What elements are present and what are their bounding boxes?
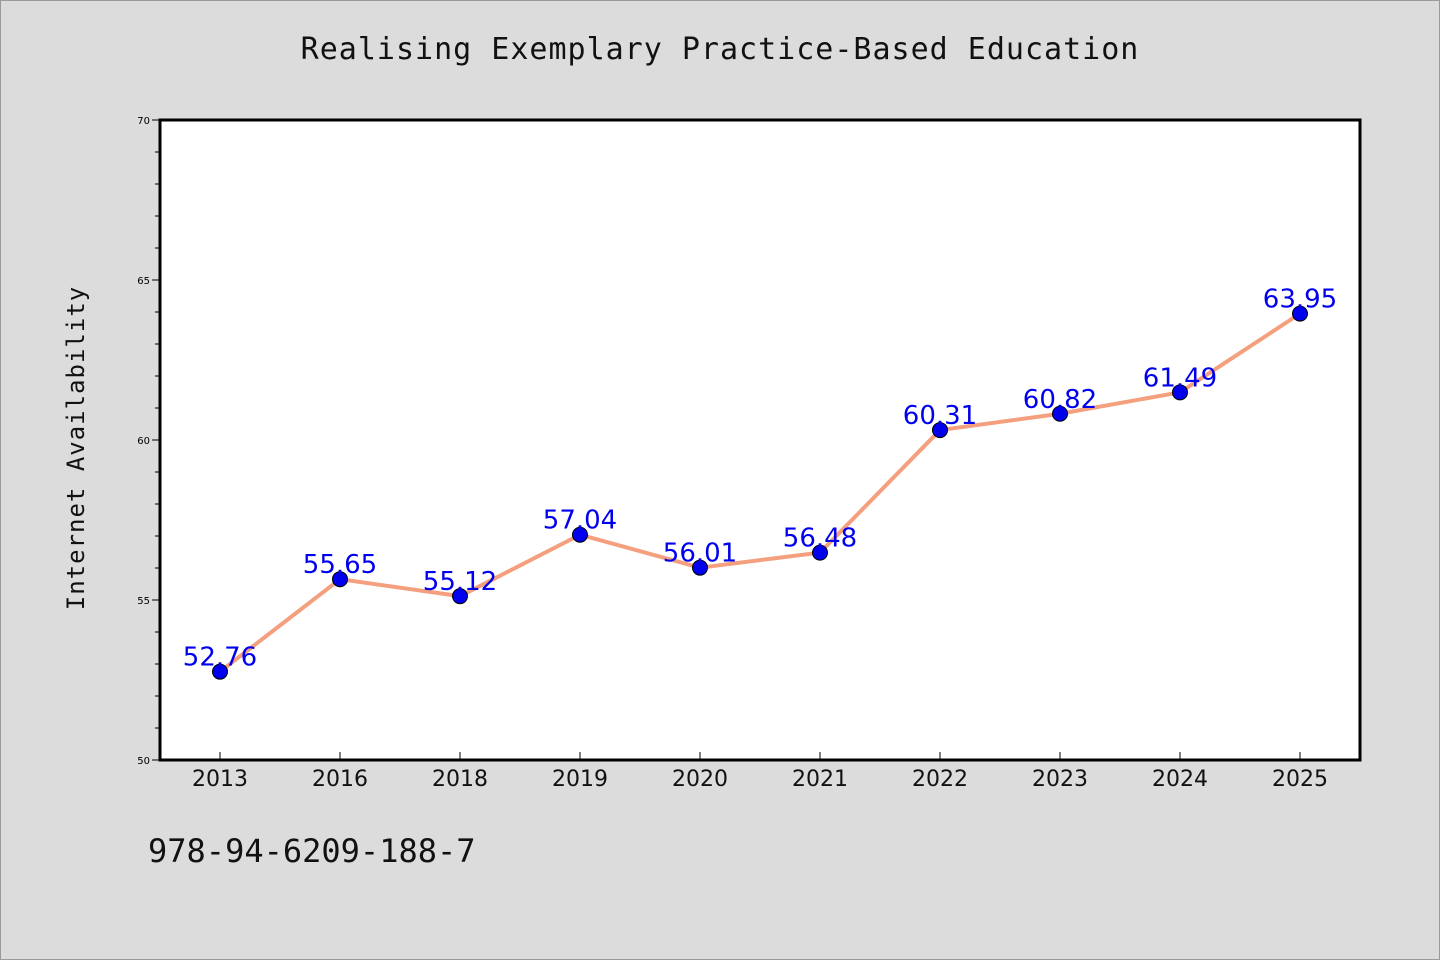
series-layer: 52.76 55.65 55.12 57.04 56.01 56.48 60.31 60.82…: [183, 285, 1337, 680]
x-tick-label: 2022: [912, 767, 968, 792]
data-label: 60.31: [903, 401, 977, 431]
data-point: [452, 588, 468, 605]
x-tick-label: 2020: [672, 767, 728, 792]
data-label: 55.12: [423, 567, 497, 597]
series-line: [218, 311, 1302, 674]
data-label: 61.49: [1143, 363, 1217, 393]
x-tick-label: 2019: [552, 767, 608, 792]
data-label: 57.04: [543, 506, 617, 536]
data-point: [572, 526, 588, 543]
data-point: [932, 422, 948, 439]
data-point: [212, 663, 228, 680]
x-axis: 2013 2016 2018 2019 2020 2021 2022 2023 2024 2025: [192, 752, 1328, 792]
plot-area: [158, 118, 1362, 762]
x-tick-label: 2021: [792, 767, 848, 792]
data-label: 63.95: [1263, 285, 1337, 315]
data-label: 55.65: [303, 550, 377, 580]
y-tick-label: 65: [137, 276, 150, 287]
data-point: [332, 571, 348, 588]
y-axis: 50 55 60 65 70: [137, 116, 160, 767]
data-point: [1052, 405, 1068, 422]
data-point: [1292, 305, 1308, 322]
x-tick-label: 2016: [312, 767, 368, 792]
data-point: [812, 544, 828, 561]
data-label: 60.82: [1023, 385, 1097, 415]
y-tick-label: 60: [137, 436, 150, 447]
data-point: [692, 559, 708, 576]
data-label: 52.76: [183, 643, 257, 673]
x-tick-label: 2024: [1152, 767, 1208, 792]
y-tick-label: 55: [137, 596, 150, 607]
data-label: 56.48: [783, 524, 857, 554]
y-tick-label: 70: [137, 116, 150, 127]
data-point: [1172, 384, 1188, 401]
x-tick-label: 2023: [1032, 767, 1088, 792]
chart-title: Realising Exemplary Practice-Based Educa…: [300, 32, 1140, 67]
data-label: 56.01: [663, 539, 737, 569]
isbn-code: 978-94-6209-188-7: [148, 832, 476, 870]
y-tick-label: 50: [137, 756, 150, 767]
x-tick-label: 2013: [192, 767, 248, 792]
x-tick-label: 2018: [432, 767, 488, 792]
x-tick-label: 2025: [1272, 767, 1328, 792]
